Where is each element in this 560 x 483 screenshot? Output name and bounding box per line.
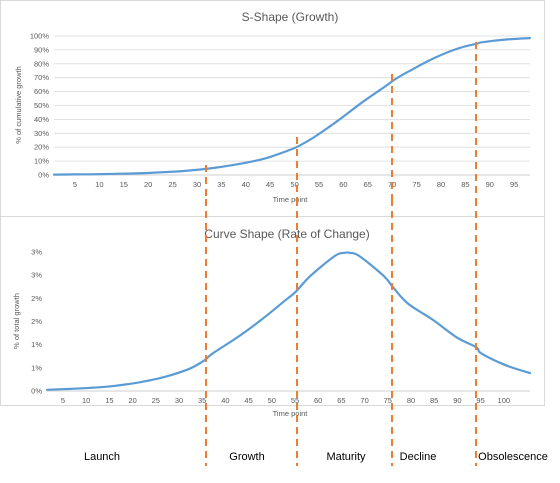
x-tick-label: 75: [412, 180, 420, 189]
x-tick-label: 10: [82, 396, 90, 405]
x-tick-label: 45: [244, 396, 252, 405]
s-shape-gridlines: [54, 35, 530, 176]
rate-of-change-y-axis-label: % of total growth: [12, 293, 21, 349]
rate-of-change-x-axis-label: Time point: [273, 409, 309, 418]
x-tick-label: 60: [314, 396, 322, 405]
x-tick-label: 10: [95, 180, 103, 189]
x-tick-label: 15: [105, 396, 113, 405]
y-tick-label: 2%: [31, 294, 42, 303]
s-shape-series-line: [52, 37, 532, 176]
y-tick-label: 60%: [34, 87, 49, 96]
s-shape-x-axis-label: Time point: [273, 195, 309, 204]
y-tick-label: 30%: [34, 129, 49, 138]
x-tick-label: 85: [430, 396, 438, 405]
y-tick-label: 0%: [31, 387, 42, 396]
stage-dividers: [205, 42, 477, 466]
y-tick-label: 50%: [34, 101, 49, 110]
s-shape-chart-frame: [0, 0, 545, 217]
rate-of-change-series-line: [45, 251, 532, 391]
y-tick-label: 2%: [31, 317, 42, 326]
x-tick-label: 30: [175, 396, 183, 405]
y-tick-label: 3%: [31, 248, 42, 257]
y-tick-label: 100%: [30, 32, 50, 41]
x-tick-label: 90: [486, 180, 494, 189]
y-tick-label: 40%: [34, 115, 49, 124]
x-tick-label: 80: [437, 180, 445, 189]
y-tick-label: 0%: [38, 171, 49, 180]
y-tick-label: 10%: [34, 157, 49, 166]
rate-of-change-y-ticks: 0% 1% 1% 2% 2% 3% 3%: [31, 248, 530, 396]
s-shape-y-axis-label: % of cumulative growth: [14, 66, 23, 144]
x-tick-label: 5: [73, 180, 77, 189]
x-tick-label: 75: [384, 396, 392, 405]
y-tick-label: 1%: [31, 363, 42, 372]
x-tick-label: 20: [128, 396, 136, 405]
y-tick-label: 90%: [34, 45, 49, 54]
x-tick-label: 25: [168, 180, 176, 189]
x-tick-label: 40: [221, 396, 229, 405]
x-tick-label: 50: [268, 396, 276, 405]
x-tick-label: 40: [242, 180, 250, 189]
stage-label-launch: Launch: [84, 451, 120, 463]
s-shape-y-ticks: 0% 10% 20% 30% 40% 50% 60% 70% 80% 90% 100%: [30, 32, 50, 180]
rate-of-change-x-ticks: 5 10 15 20 25 30 35 40 45 50 55 60 65 70 75 80 85 90 95 100: [61, 396, 510, 405]
x-tick-label: 80: [407, 396, 415, 405]
stage-label-growth: Growth: [229, 451, 264, 463]
x-tick-label: 35: [217, 180, 225, 189]
y-tick-label: 80%: [34, 59, 49, 68]
x-tick-label: 55: [291, 396, 299, 405]
s-shape-chart-title: S-Shape (Growth): [242, 10, 339, 24]
x-tick-label: 60: [339, 180, 347, 189]
y-tick-label: 20%: [34, 143, 49, 152]
y-tick-label: 70%: [34, 73, 49, 82]
rate-of-change-chart: 0% 1% 1% 2% 2% 3% 3% 5 10 15 20 25 30 35 40 45 50 55 60 65…: [0, 216, 545, 418]
x-tick-label: 85: [461, 180, 469, 189]
x-tick-label: 65: [364, 180, 372, 189]
stage-labels: Launch Growth Maturity Decline Obsolesce…: [84, 451, 548, 463]
x-tick-label: 95: [476, 396, 484, 405]
x-tick-label: 65: [337, 396, 345, 405]
x-tick-label: 55: [315, 180, 323, 189]
x-tick-label: 95: [510, 180, 518, 189]
x-tick-label: 5: [61, 396, 65, 405]
x-tick-label: 45: [266, 180, 274, 189]
x-tick-label: 35: [198, 396, 206, 405]
stage-label-maturity: Maturity: [326, 451, 366, 463]
x-tick-label: 90: [453, 396, 461, 405]
stage-label-decline: Decline: [400, 451, 437, 463]
s-shape-chart: 0% 10% 20% 30% 40% 50% 60% 70% 80% 90% 100% 5 10 15 2…: [0, 0, 545, 217]
x-tick-label: 25: [152, 396, 160, 405]
x-tick-label: 20: [144, 180, 152, 189]
x-tick-label: 100: [498, 396, 511, 405]
x-tick-label: 50: [290, 180, 298, 189]
x-tick-label: 15: [120, 180, 128, 189]
y-tick-label: 1%: [31, 340, 42, 349]
x-tick-label: 30: [193, 180, 201, 189]
x-tick-label: 70: [360, 396, 368, 405]
y-tick-label: 3%: [31, 271, 42, 280]
rate-of-change-chart-title: Curve Shape (Rate of Change): [204, 227, 369, 241]
stage-label-obsolescence: Obsolescence: [478, 451, 548, 463]
